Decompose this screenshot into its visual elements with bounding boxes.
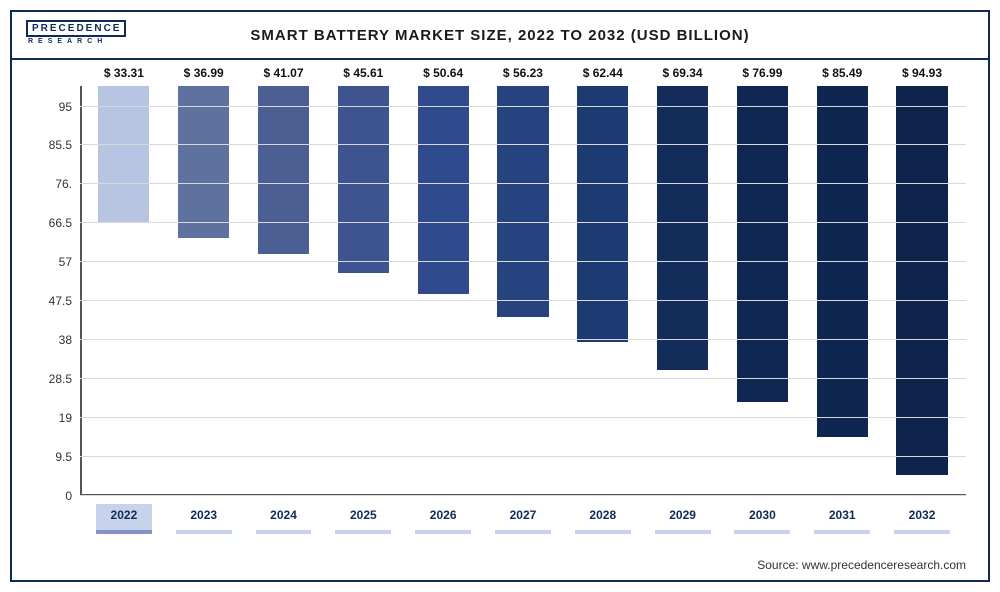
y-tick-label: 28.5	[49, 372, 72, 386]
grid-line	[80, 456, 966, 457]
bar-value-label: $ 69.34	[663, 66, 703, 80]
grid-line	[80, 300, 966, 301]
bar-col: $ 62.44	[563, 86, 643, 496]
plot-wrap: $ 33.31 $ 36.99 $ 41.07 $ 45.61 $ 50.64 $ 56.…	[12, 62, 988, 580]
bar-value-label: $ 76.99	[742, 66, 782, 80]
x-cell: 2028	[563, 504, 643, 534]
y-tick-label: 85.5	[49, 138, 72, 152]
grid-line	[80, 106, 966, 107]
bar: $ 45.61	[338, 86, 389, 273]
logo-line2: RESEARCH	[26, 38, 136, 45]
x-tick-label: 2031	[814, 504, 870, 534]
grid-line	[80, 183, 966, 184]
x-cell: 2024	[244, 504, 324, 534]
grid-line	[80, 417, 966, 418]
y-tick-label: 38	[59, 333, 72, 347]
y-tick-label: 0	[65, 489, 72, 503]
bar-value-label: $ 85.49	[822, 66, 862, 80]
logo-line1: PRECEDENCE	[26, 20, 126, 37]
bar-value-label: $ 62.44	[583, 66, 623, 80]
y-axis	[80, 86, 82, 496]
grid-line	[80, 144, 966, 145]
x-tick-label: 2023	[176, 504, 232, 534]
x-tick-label: 2024	[256, 504, 312, 534]
bar-value-label: $ 33.31	[104, 66, 144, 80]
x-cell: 2026	[403, 504, 483, 534]
bar-col: $ 36.99	[164, 86, 244, 496]
x-cell: 2031	[802, 504, 882, 534]
x-cell: 2022	[84, 504, 164, 534]
x-cell: 2023	[164, 504, 244, 534]
x-cell: 2030	[723, 504, 803, 534]
bar-col: $ 56.23	[483, 86, 563, 496]
grid-line	[80, 261, 966, 262]
bar-col: $ 45.61	[323, 86, 403, 496]
bar: $ 36.99	[178, 86, 229, 238]
x-axis-labels: 2022 2023 2024 2025 2026 2027 2028 2029 2030 2031…	[80, 504, 966, 534]
y-tick-label: 95	[59, 100, 72, 114]
bar-value-label: $ 94.93	[902, 66, 942, 80]
x-tick-label: 2030	[734, 504, 790, 534]
y-tick-label: 57	[59, 255, 72, 269]
logo: PRECEDENCE RESEARCH	[26, 18, 136, 45]
bar-col: $ 94.93	[882, 86, 962, 496]
y-tick-label: 76.	[55, 177, 72, 191]
x-cell: 2029	[643, 504, 723, 534]
grid-line	[80, 378, 966, 379]
x-tick-label: 2028	[575, 504, 631, 534]
x-tick-label: 2027	[495, 504, 551, 534]
y-tick-label: 47.5	[49, 294, 72, 308]
y-tick-label: 19	[59, 411, 72, 425]
source-text: Source: www.precedenceresearch.com	[757, 558, 966, 572]
bar-col: $ 50.64	[403, 86, 483, 496]
chart-title: SMART BATTERY MARKET SIZE, 2022 TO 2032 …	[12, 27, 988, 44]
bars-row: $ 33.31 $ 36.99 $ 41.07 $ 45.61 $ 50.64 $ 56.…	[80, 86, 966, 496]
bar: $ 56.23	[497, 86, 548, 317]
x-cell: 2027	[483, 504, 563, 534]
grid-line	[80, 222, 966, 223]
y-tick-label: 66.5	[49, 216, 72, 230]
x-tick-label: 2022	[96, 504, 152, 534]
x-tick-label: 2025	[335, 504, 391, 534]
bar-value-label: $ 45.61	[343, 66, 383, 80]
bar-value-label: $ 36.99	[184, 66, 224, 80]
bar: $ 62.44	[577, 86, 628, 342]
bar-col: $ 76.99	[723, 86, 803, 496]
y-tick-label: 9.5	[55, 450, 72, 464]
bar-col: $ 33.31	[84, 86, 164, 496]
bar-value-label: $ 50.64	[423, 66, 463, 80]
bar-value-label: $ 41.07	[263, 66, 303, 80]
bar: $ 76.99	[737, 86, 788, 402]
grid-line	[80, 495, 966, 496]
title-row: PRECEDENCE RESEARCH SMART BATTERY MARKET…	[12, 12, 988, 60]
plot-area: $ 33.31 $ 36.99 $ 41.07 $ 45.61 $ 50.64 $ 56.…	[80, 86, 966, 496]
bar: $ 41.07	[258, 86, 309, 254]
x-tick-label: 2029	[655, 504, 711, 534]
bar-col: $ 41.07	[244, 86, 324, 496]
bar: $ 50.64	[418, 86, 469, 294]
chart-frame: PRECEDENCE RESEARCH SMART BATTERY MARKET…	[10, 10, 990, 582]
bar: $ 69.34	[657, 86, 708, 370]
bar-col: $ 85.49	[802, 86, 882, 496]
bar-value-label: $ 56.23	[503, 66, 543, 80]
x-tick-label: 2032	[894, 504, 950, 534]
grid-line	[80, 339, 966, 340]
bar-col: $ 69.34	[643, 86, 723, 496]
x-cell: 2032	[882, 504, 962, 534]
x-cell: 2025	[323, 504, 403, 534]
x-tick-label: 2026	[415, 504, 471, 534]
